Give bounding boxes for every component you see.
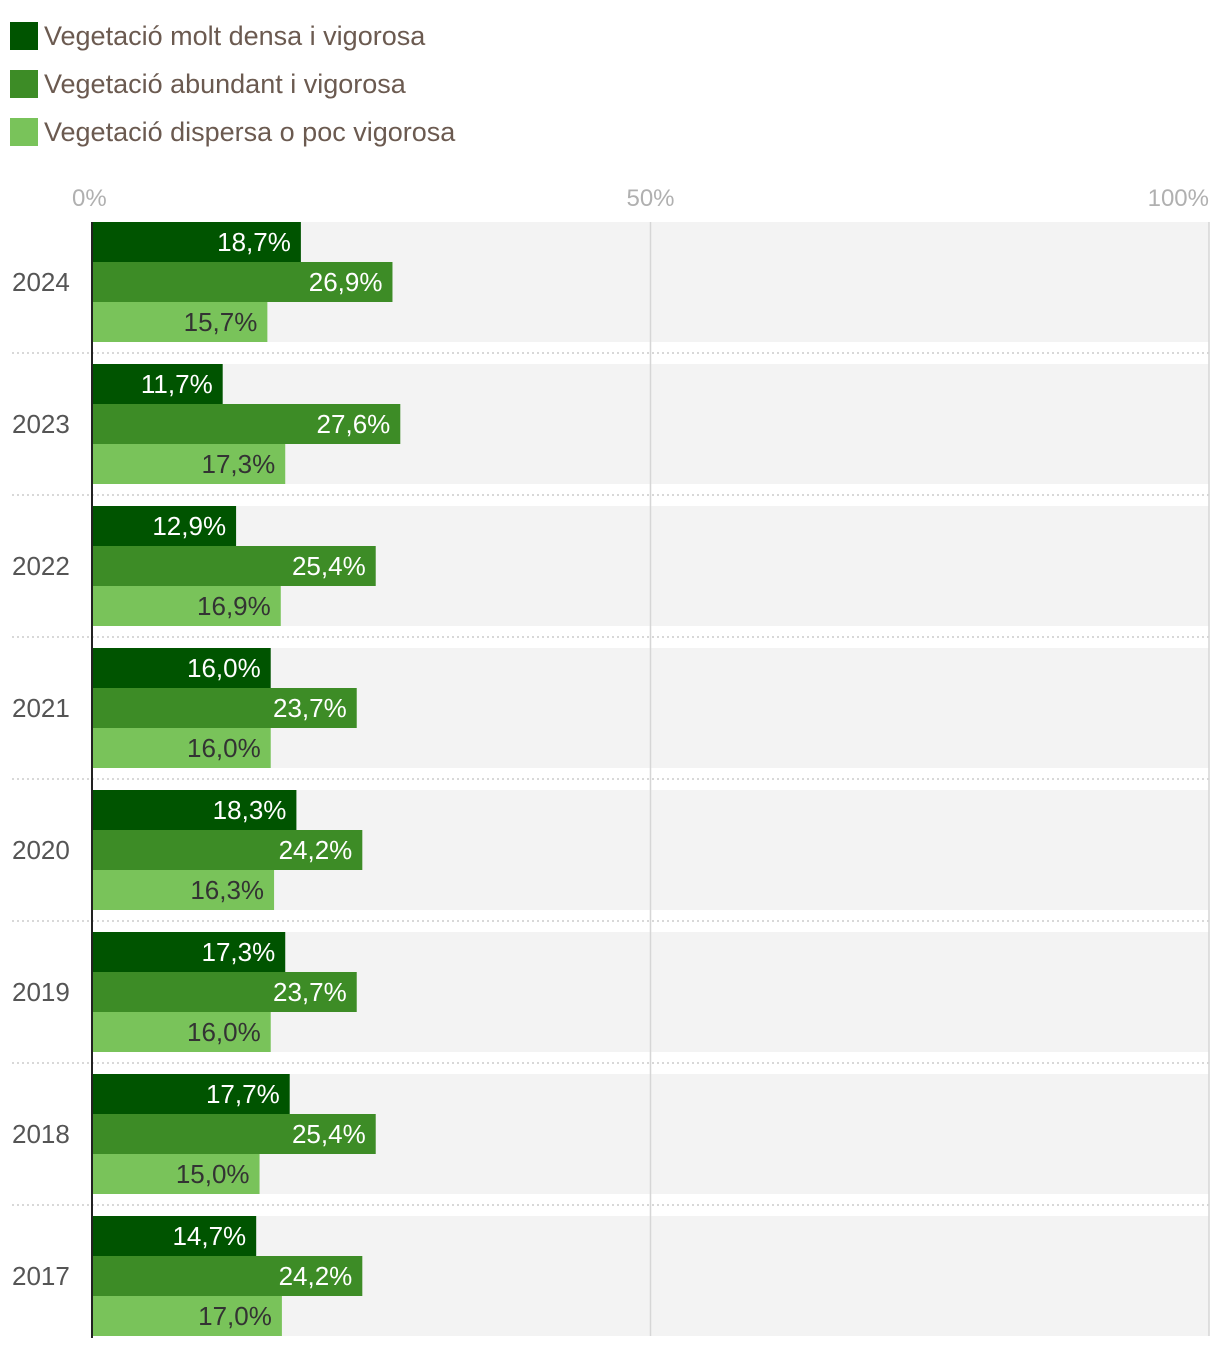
legend-item-molt-densa: Vegetació molt densa i vigorosa	[10, 12, 455, 60]
bar	[92, 586, 281, 626]
bar-value-label: 14,7%	[172, 1221, 246, 1251]
bar-value-label: 25,4%	[292, 551, 366, 581]
bar-value-label: 24,2%	[279, 835, 353, 865]
bar-value-label: 18,7%	[217, 227, 291, 257]
bar	[92, 1216, 257, 1256]
legend-label-abundant: Vegetació abundant i vigorosa	[44, 68, 406, 99]
bar	[92, 648, 271, 688]
bar	[92, 1296, 282, 1336]
y-category-label: 2019	[12, 977, 70, 1007]
legend-item-abundant: Vegetació abundant i vigorosa	[10, 60, 455, 108]
bar	[92, 728, 271, 768]
bar-value-label: 18,3%	[213, 795, 287, 825]
x-tick-label: 100%	[1148, 185, 1209, 212]
bar	[92, 790, 297, 830]
bar-value-label: 16,9%	[197, 591, 271, 621]
bar-value-label: 17,3%	[202, 449, 276, 479]
bar	[92, 302, 268, 342]
bar-value-label: 16,3%	[190, 875, 264, 905]
bar-value-label: 17,0%	[198, 1301, 272, 1331]
y-category-label: 2023	[12, 409, 70, 439]
bar-value-label: 27,6%	[317, 409, 391, 439]
bar	[92, 1256, 363, 1296]
bar	[92, 972, 357, 1012]
bar-value-label: 23,7%	[273, 693, 347, 723]
bar	[92, 222, 301, 262]
bar-value-label: 26,9%	[309, 267, 383, 297]
y-category-label: 2018	[12, 1119, 70, 1149]
y-category-label: 2017	[12, 1261, 70, 1291]
bar-value-label: 16,0%	[187, 1017, 261, 1047]
bar	[92, 1012, 271, 1052]
bar	[92, 1114, 376, 1154]
bar-value-label: 16,0%	[187, 653, 261, 683]
bar-value-label: 17,7%	[206, 1079, 280, 1109]
legend-label-molt-densa: Vegetació molt densa i vigorosa	[44, 20, 426, 51]
bar	[92, 830, 363, 870]
legend-label-dispersa: Vegetació dispersa o poc vigorosa	[44, 116, 456, 147]
bar	[92, 262, 393, 302]
bar-value-label: 11,7%	[141, 369, 213, 399]
bar-value-label: 15,7%	[184, 307, 258, 337]
bar-value-label: 15,0%	[176, 1159, 250, 1189]
bar-value-label: 23,7%	[273, 977, 347, 1007]
legend-swatch-molt-densa	[10, 22, 38, 50]
bar	[92, 1074, 290, 1114]
bar	[92, 688, 357, 728]
bar-value-label: 12,9%	[152, 511, 226, 541]
bar-value-label: 17,3%	[202, 937, 276, 967]
y-category-label: 2020	[12, 835, 70, 865]
y-category-label: 2022	[12, 551, 70, 581]
legend-item-dispersa: Vegetació dispersa o poc vigorosa	[10, 108, 455, 156]
bar	[92, 932, 286, 972]
bar	[92, 506, 237, 546]
legend-swatch-dispersa	[10, 118, 38, 146]
bar	[92, 364, 223, 404]
bar	[92, 870, 275, 910]
y-category-label: 2021	[12, 693, 70, 723]
legend: Vegetació molt densa i vigorosa Vegetaci…	[10, 12, 455, 156]
y-category-label: 2024	[12, 267, 70, 297]
bar	[92, 404, 401, 444]
x-tick-label: 50%	[626, 185, 674, 212]
x-tick-label: 0%	[72, 185, 107, 212]
bar	[92, 444, 286, 484]
legend-swatch-abundant	[10, 70, 38, 98]
bar	[92, 1154, 260, 1194]
bar	[92, 546, 376, 586]
bar-value-label: 16,0%	[187, 733, 261, 763]
bar-value-label: 25,4%	[292, 1119, 366, 1149]
bar-value-label: 24,2%	[279, 1261, 353, 1291]
